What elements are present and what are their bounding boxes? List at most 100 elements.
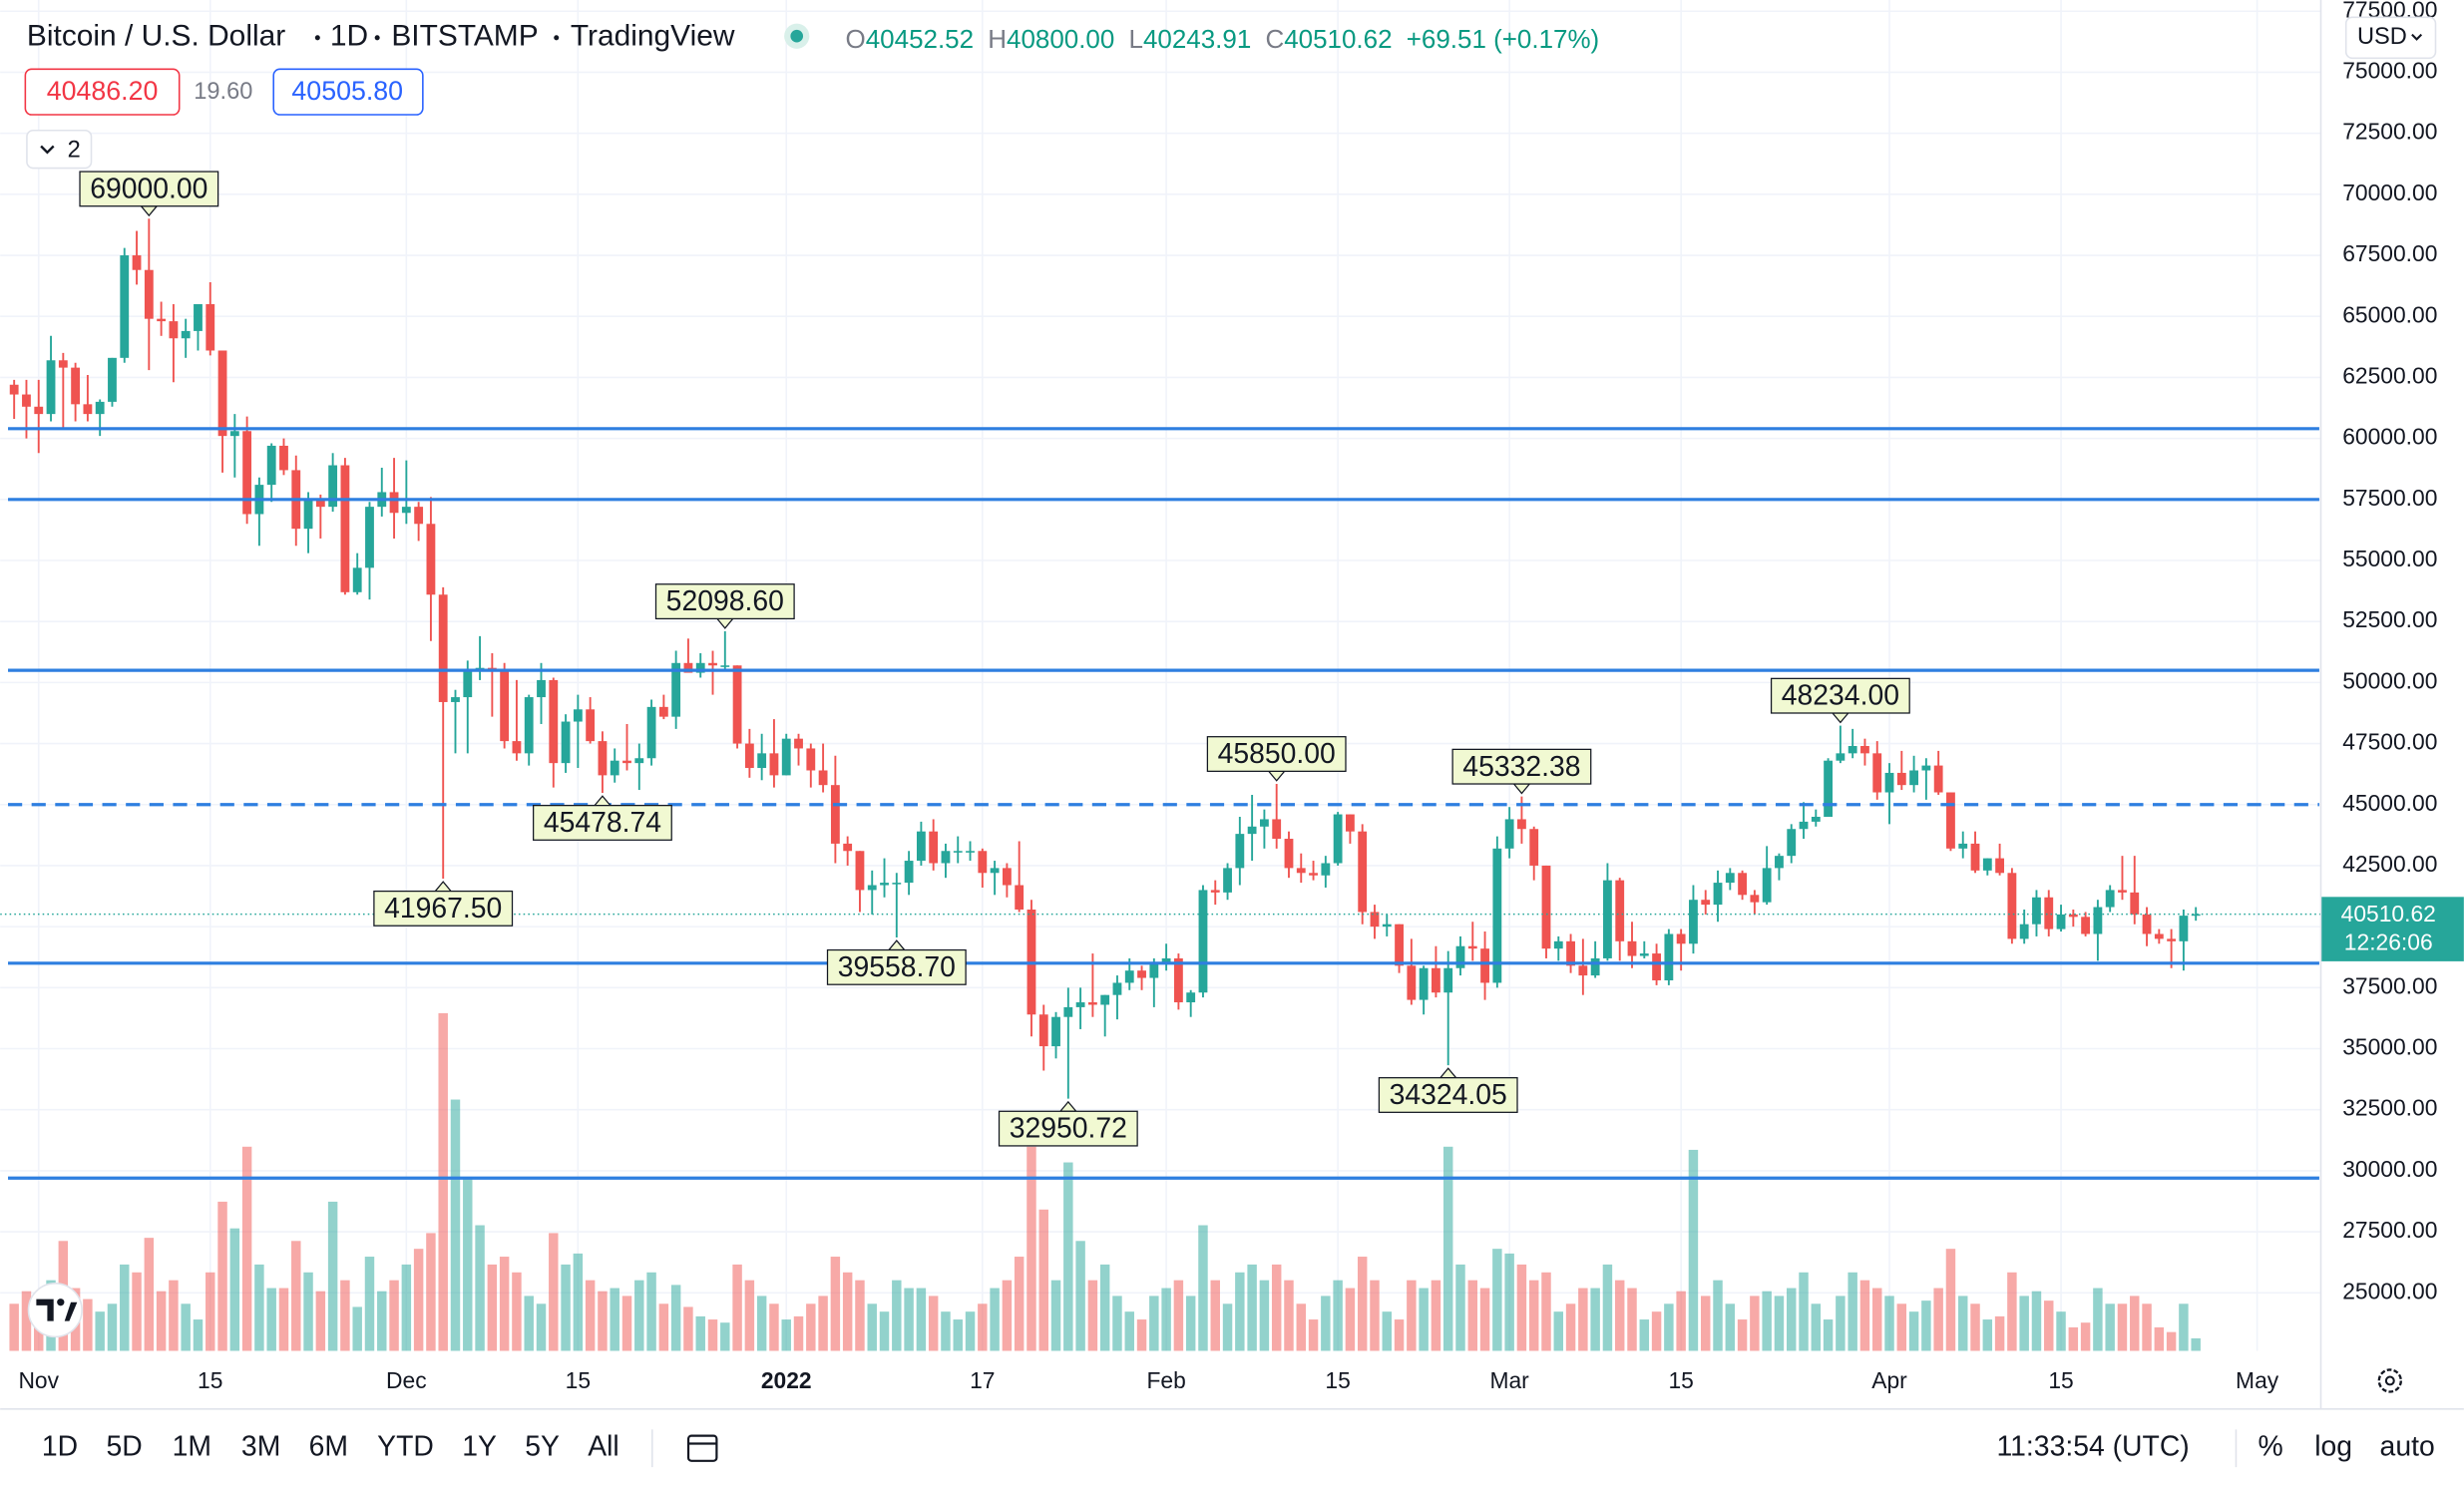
range-button[interactable]: 5Y — [525, 1431, 560, 1463]
volume-bar — [769, 1303, 779, 1351]
candle-body — [1603, 880, 1612, 958]
candle-body — [1015, 885, 1025, 911]
y-tick-label: 67500.00 — [2342, 240, 2437, 266]
countdown: 12:26:06 — [2344, 929, 2433, 955]
range-button[interactable]: 6M — [309, 1431, 348, 1463]
candle-body — [1541, 865, 1551, 949]
range-button[interactable]: 3M — [241, 1431, 280, 1463]
last-price-tag — [2320, 897, 2464, 961]
buy-price[interactable]: 40505.80 — [291, 76, 403, 106]
y-tick-label: 55000.00 — [2342, 546, 2437, 571]
buy-button[interactable] — [272, 68, 424, 116]
y-tick-label: 60000.00 — [2342, 424, 2437, 450]
volume-bar — [1492, 1249, 1502, 1351]
candle-body — [1173, 957, 1183, 1003]
volume-bar — [1185, 1296, 1196, 1351]
candle-body — [1259, 819, 1269, 827]
range-button[interactable]: YTD — [377, 1431, 434, 1463]
y-tick-label: 52500.00 — [2342, 606, 2437, 632]
candle-body — [2068, 914, 2078, 918]
volume-bar — [1382, 1311, 1392, 1351]
range-button[interactable]: 1Y — [462, 1431, 497, 1463]
candle-body — [205, 303, 215, 351]
candle-body — [1970, 843, 1980, 871]
volume-bar — [720, 1322, 730, 1351]
sell-price[interactable]: 40486.20 — [47, 76, 159, 106]
volume-bar — [401, 1264, 412, 1351]
volume-bar — [806, 1303, 816, 1351]
settings-icon[interactable] — [2377, 1368, 2403, 1393]
separator — [374, 35, 380, 41]
volume-bar — [340, 1280, 350, 1351]
range-button[interactable]: 1M — [173, 1431, 211, 1463]
candle-body — [1370, 912, 1380, 928]
volume-bar — [193, 1319, 204, 1351]
volume-bar — [1161, 1288, 1171, 1351]
volume-bar — [990, 1288, 1000, 1351]
candle-body — [1884, 772, 1894, 793]
source: TradingView — [571, 20, 735, 53]
candle-body — [1038, 1014, 1048, 1047]
candle-body — [1627, 940, 1637, 956]
exchange: BITSTAMP — [391, 20, 538, 53]
candle-body — [744, 743, 754, 769]
volume-bar — [2007, 1272, 2017, 1351]
candle-body — [2105, 890, 2115, 908]
candle-body — [1529, 829, 1539, 866]
candle-body — [1504, 819, 1514, 849]
volume-bar — [1198, 1225, 1208, 1351]
annotation-box — [1378, 1077, 1518, 1113]
volume-bar — [695, 1315, 705, 1351]
logo[interactable] — [27, 1283, 83, 1338]
volume-bar — [2105, 1303, 2115, 1351]
volume-bar — [229, 1228, 240, 1351]
volume-bar — [2130, 1296, 2140, 1351]
volume-bar — [1455, 1264, 1465, 1351]
candle-body — [1296, 868, 1306, 874]
volume-bar — [2154, 1326, 2165, 1351]
indicator-toggle[interactable] — [26, 129, 93, 170]
candle-body — [46, 360, 56, 415]
currency[interactable]: USD — [2357, 24, 2407, 50]
volume-bar — [450, 1099, 461, 1351]
volume-bar — [2056, 1311, 2066, 1351]
candle-body — [1639, 953, 1649, 956]
date-range-icon[interactable] — [686, 1434, 718, 1462]
scale-option[interactable]: log — [2314, 1431, 2352, 1463]
volume-bar — [241, 1146, 252, 1351]
legend-letter: L — [1129, 24, 1143, 54]
volume-bar — [1050, 1280, 1061, 1351]
indicator-count[interactable]: 2 — [68, 137, 81, 163]
interval[interactable]: 1D — [330, 20, 368, 53]
currency-button[interactable] — [2344, 16, 2437, 60]
candle-body — [451, 697, 460, 702]
range-button[interactable]: All — [588, 1431, 619, 1463]
x-tick-label: Apr — [1871, 1367, 1907, 1393]
candle-body — [1725, 873, 1735, 884]
volume-bar — [487, 1264, 498, 1351]
volume-bar — [1284, 1280, 1294, 1351]
volume-bar — [744, 1280, 755, 1351]
candle-body — [855, 851, 865, 891]
candle-body — [1382, 924, 1392, 928]
volume-bar — [1321, 1296, 1331, 1351]
candle-body — [2142, 914, 2152, 934]
volume-bar — [1872, 1288, 1882, 1351]
volume-bar — [1848, 1272, 1857, 1351]
sell-button[interactable] — [24, 68, 181, 116]
range-button[interactable]: 1D — [42, 1431, 78, 1463]
volume-bar — [1725, 1303, 1736, 1351]
volume-bar — [1823, 1319, 1834, 1351]
annotation-box — [79, 171, 219, 207]
scale-option[interactable]: auto — [2380, 1431, 2435, 1463]
scale-option[interactable]: % — [2259, 1431, 2283, 1463]
volume-bar — [475, 1225, 485, 1351]
x-tick-label: Nov — [18, 1367, 59, 1393]
annotation-box — [1206, 736, 1347, 772]
range-button[interactable]: 5D — [106, 1431, 142, 1463]
legend-value: 40452.52 — [866, 24, 974, 54]
volume-bar — [585, 1280, 596, 1351]
candle-body — [634, 758, 644, 764]
candle-body — [1824, 760, 1834, 817]
candle-body — [537, 679, 546, 698]
